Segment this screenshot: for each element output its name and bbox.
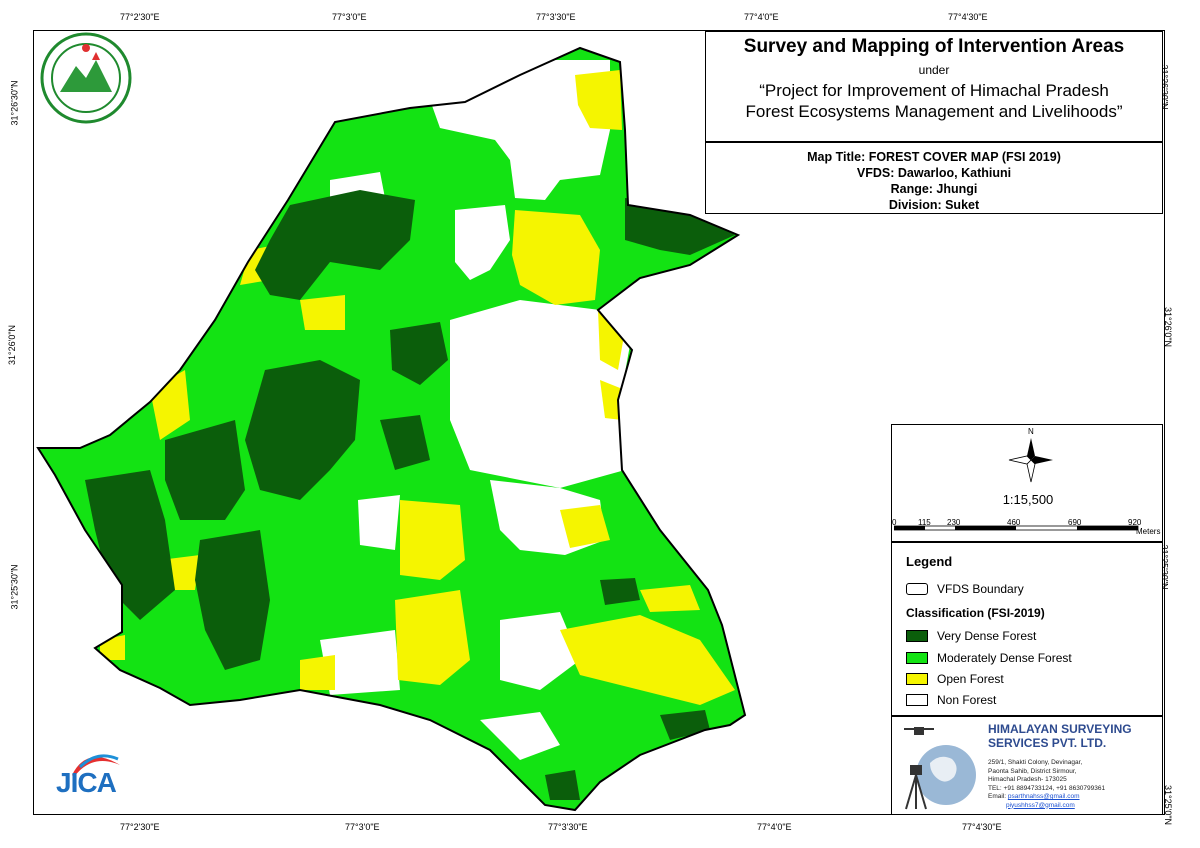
boundary-label: VFDS Boundary [937,582,1024,596]
top-tick: 77°3'0"E [332,12,367,22]
vfds-boundary [36,46,747,812]
non-forest-swatch [906,694,928,706]
north-label: N [1028,427,1034,436]
jica-swoosh-icon [72,754,120,777]
legend-item-label: Non Forest [937,693,997,707]
north-arrow-icon [1008,438,1053,483]
email-line: piyushhss7@gmail.com [988,802,1105,811]
legend-boundary: VFDS Boundary [906,582,1024,596]
legend-item: Non Forest [906,693,996,707]
boundary-swatch [906,583,928,595]
email-link[interactable]: psarthnahss@gmail.com [1007,793,1080,800]
scale-tick: 115 [918,518,931,527]
top-tick: 77°4'30"E [948,12,988,22]
scale-unit: Meters [1136,527,1161,536]
scale-tick: 0 [892,518,897,527]
company-name-line1: HIMALAYAN SURVEYING [988,722,1132,736]
scale-tick: 920 [1128,518,1142,527]
vfds-text: VFDS: Dawarloo, Kathiuni [856,166,1012,180]
top-tick: 77°3'30"E [536,12,576,22]
project-line-2: Forest Ecosystems Management and Livelih… [745,102,1123,121]
legend-item-label: Moderately Dense Forest [937,651,1072,665]
top-tick: 77°4'0"E [744,12,779,22]
legend-item: Moderately Dense Forest [906,651,1072,665]
scale-ratio: 1:15,500 [1002,492,1054,507]
scale-tick: 230 [947,518,961,527]
scale-tick: 690 [1068,518,1082,527]
map-title-panel: Survey and Mapping of Intervention Areas… [705,31,1163,142]
email-label: Email: [988,793,1007,800]
legend-item-label: Open Forest [937,672,1004,686]
bottom-tick: 77°4'30"E [962,822,1002,832]
company-name-line2: SERVICES PVT. LTD. [988,736,1107,750]
bottom-tick: 77°2'30"E [120,822,160,832]
bottom-tick: 77°3'30"E [548,822,588,832]
jica-logo: JICA [52,745,122,805]
moderately-dense-swatch [906,652,928,664]
map-info-panel: Map Title: FOREST COVER MAP (FSI 2019) V… [705,142,1163,214]
address-line: 259/1, Shakti Colony, Devinagar, [988,759,1083,766]
address-line: Himachal Pradesh- 173025 [988,776,1067,783]
scale-bar [894,525,1139,531]
forest-department-logo [40,32,132,124]
division-text: Division: Suket [888,198,980,212]
legend-item: Very Dense Forest [906,629,1036,643]
address-line: Paonta Sahib, District Sirmour, [988,767,1077,775]
top-tick: 77°2'30"E [120,12,160,22]
company-address: 259/1, Shakti Colony, Devinagar, Paonta … [988,759,1105,810]
main-title: Survey and Mapping of Intervention Areas [743,36,1125,57]
email-line: Email: psarthnahss@gmail.com [988,793,1105,802]
jica-text: JICA [56,767,117,798]
scale-panel: N 1:15,500 0 115 230 460 690 920 Meters [891,424,1163,542]
legend-title: Legend [906,554,953,569]
company-panel: HIMALAYAN SURVEYING SERVICES PVT. LTD. 2… [891,716,1163,815]
bottom-tick: 77°3'0"E [345,822,380,832]
scale-tick: 460 [1007,518,1021,527]
legend-item-label: Very Dense Forest [937,629,1037,643]
legend-item: Open Forest [906,672,1004,686]
very-dense-swatch [906,630,928,642]
project-line-1: “Project for Improvement of Himachal Pra… [759,81,1109,100]
bottom-tick: 77°4'0"E [757,822,792,832]
range-text: Range: Jhungi [890,182,978,196]
email-link[interactable]: piyushhss7@gmail.com [1006,801,1075,809]
classification-title: Classification (FSI-2019) [906,606,1045,620]
open-forest-swatch [906,673,928,685]
map-title-text: Map Title: FOREST COVER MAP (FSI 2019) [807,150,1061,164]
company-name: HIMALAYAN SURVEYING SERVICES PVT. LTD. [988,722,1132,750]
phone-line: TEL: +91 8894733124, +91 8630799361 [988,784,1106,792]
legend-panel: Legend VFDS Boundary Classification (FSI… [891,542,1163,716]
under-text: under [918,63,950,77]
company-logo-icon [904,727,976,810]
